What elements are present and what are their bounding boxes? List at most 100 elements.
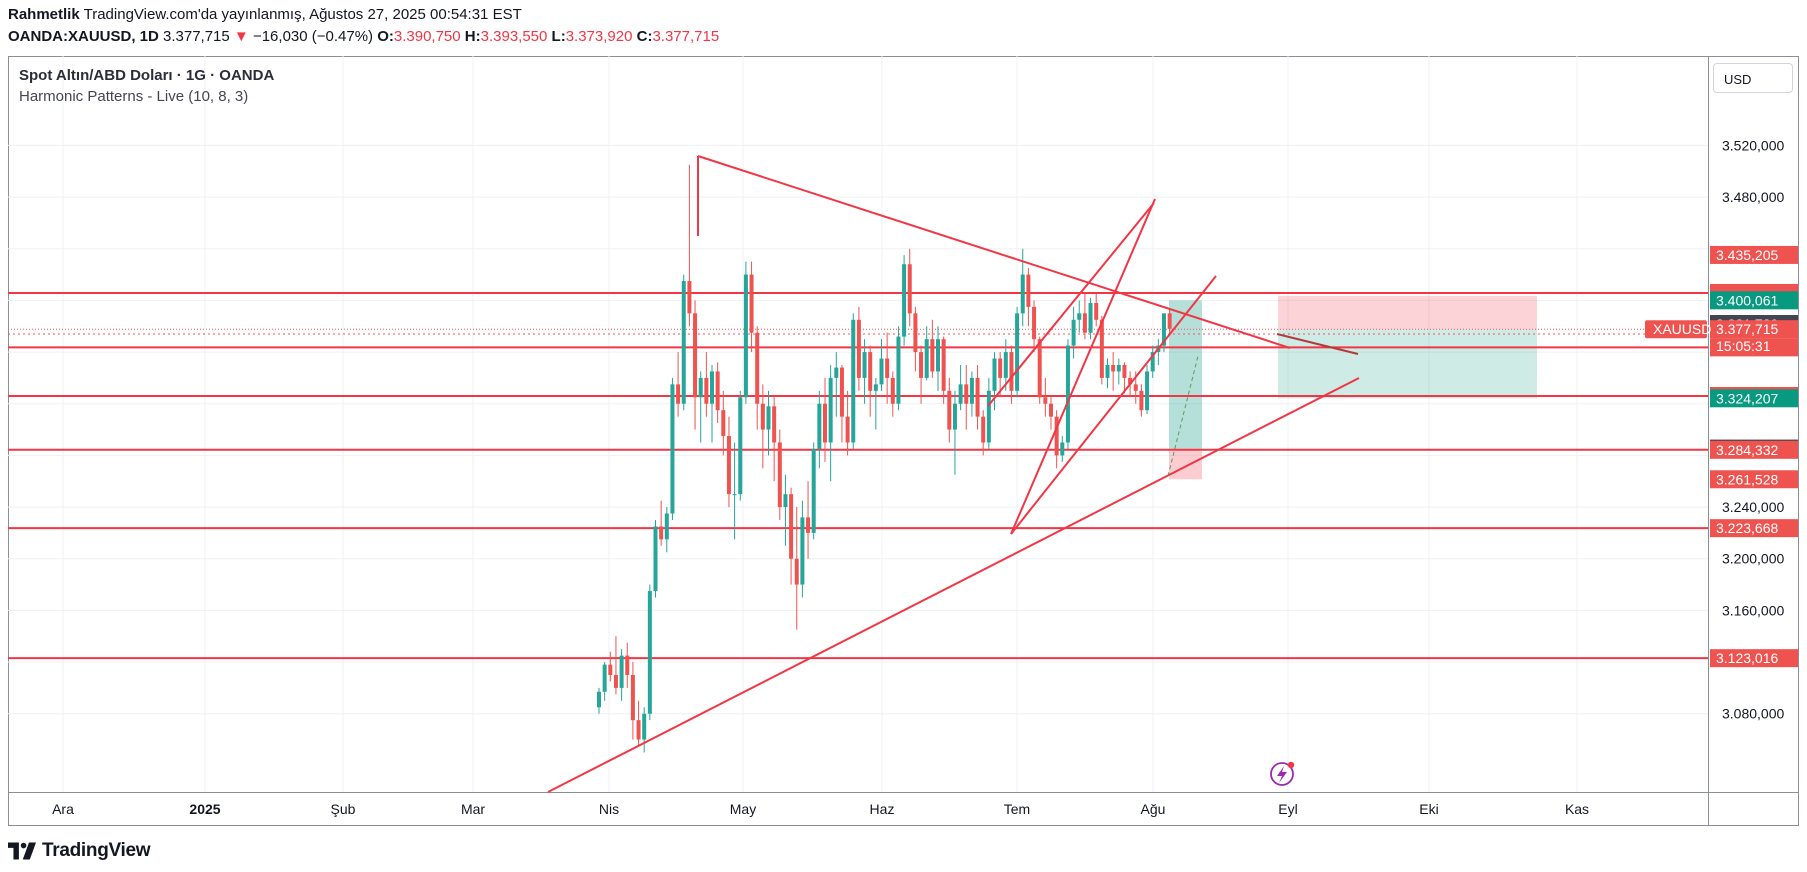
x-tick-label: Haz [870, 801, 895, 817]
candle-body [936, 339, 940, 372]
candle-body [845, 416, 850, 443]
symbol-label-bg [1645, 320, 1707, 339]
low-label: L: [551, 28, 566, 45]
symbol-quote-line: OANDA:XAUUSD, 1D 3.377,715 ▼ −16,030 (−0… [8, 28, 719, 45]
close-value: 3.377,715 [652, 28, 720, 45]
candle-body [919, 352, 924, 378]
candle-body [851, 319, 856, 443]
candle-body [817, 403, 822, 449]
x-tick-label: Tem [1004, 801, 1030, 817]
publish-text: TradingView.com'da yayınlanmış, Ağustos … [83, 6, 522, 23]
price-label-bg [1710, 389, 1798, 408]
candle-body [732, 494, 737, 496]
chart-title: Spot Altın/ABD Doları · 1G · OANDA [19, 67, 275, 84]
candle-body [738, 397, 743, 495]
candle-body [1133, 384, 1138, 391]
candle-body [710, 371, 714, 404]
chart-frame [8, 56, 1799, 826]
candle-body [952, 403, 957, 430]
candle-body [1032, 306, 1037, 340]
y-tick-label: 3.480,000 [1722, 189, 1784, 205]
x-tick-label: Nis [599, 801, 619, 817]
candle-body [828, 377, 833, 443]
y-tick-label: 3.200,000 [1722, 551, 1784, 567]
candle-body [766, 406, 771, 430]
candles [597, 164, 1172, 753]
candle-body [1043, 397, 1048, 404]
candle-body [659, 526, 664, 540]
price-label: 3.377,715 [1716, 321, 1778, 337]
candle-body [992, 358, 997, 391]
candle-body [749, 274, 754, 333]
trend-line [1010, 198, 1156, 535]
low-value: 3.373,920 [565, 28, 633, 45]
candle-body [704, 377, 709, 404]
price-label-bg [1710, 440, 1798, 459]
candle-body [1020, 274, 1025, 314]
currency-button[interactable]: USD [1713, 63, 1793, 93]
x-tick-label: May [730, 801, 756, 817]
lightning-icon [1270, 761, 1295, 786]
candle-body [687, 281, 692, 314]
candle-body [964, 384, 969, 404]
price-label: 3.123,016 [1716, 650, 1778, 666]
candle-body [986, 390, 991, 443]
price-label: 3.324,207 [1716, 390, 1778, 406]
tradingview-logo-text: TradingView [42, 840, 151, 861]
down-arrow-icon: ▼ [233, 28, 249, 45]
trend-line [697, 155, 1291, 349]
price-label-bg [1710, 245, 1798, 264]
candle-body [947, 390, 952, 430]
candle-body [1037, 339, 1042, 398]
long-stop-zone [1169, 448, 1202, 480]
x-tick-label: Şub [331, 801, 356, 817]
candle-body [681, 281, 686, 404]
candle-body [1145, 371, 1150, 411]
candle-body [721, 410, 726, 437]
price-label-bg [1710, 470, 1798, 489]
candle-body [879, 358, 884, 385]
candle-body [1003, 352, 1008, 378]
stop-loss-zone [1278, 295, 1537, 330]
candle-body [913, 313, 918, 353]
candle-body [653, 526, 658, 592]
y-tick-label: 3.080,000 [1722, 706, 1784, 722]
open-value: 3.390,750 [393, 28, 461, 45]
price-chart[interactable]: 3.435,2053.405,7693.403,5823.400,0613.38… [8, 56, 1799, 826]
indicator-title[interactable]: Harmonic Patterns - Live (10, 8, 3) [19, 88, 249, 105]
candle-body [958, 384, 963, 404]
price-label: 3.261,528 [1716, 471, 1778, 487]
candle-body [670, 384, 675, 514]
price-label-bg [1710, 291, 1798, 310]
candle-body [969, 377, 974, 404]
x-tick-label: 2025 [189, 801, 220, 817]
candle-body [613, 674, 618, 688]
tradingview-logo[interactable]: TradingView [8, 838, 151, 864]
candle-body [1082, 313, 1087, 333]
candle-body [1015, 313, 1020, 391]
y-tick-label: 3.240,000 [1722, 499, 1784, 515]
candle-body [1099, 319, 1104, 378]
candle-body [783, 494, 788, 508]
candle-body [896, 336, 901, 404]
candle-body [760, 403, 765, 430]
candle-body [1077, 313, 1082, 320]
candle-body [1167, 313, 1172, 329]
candle-body [693, 313, 698, 398]
candle-body [868, 352, 873, 391]
candle-body [1071, 319, 1076, 346]
candle-body [602, 664, 607, 692]
x-tick-label: Eki [1419, 801, 1438, 817]
open-label: O: [377, 28, 394, 45]
candle-body [676, 384, 681, 404]
tradingview-logo-icon [8, 842, 36, 860]
candle-body [630, 674, 635, 721]
candle-body [924, 339, 929, 378]
trend-line [547, 377, 1360, 793]
candle-body [1162, 313, 1166, 346]
candle-body [636, 720, 641, 740]
candle-body [664, 513, 669, 540]
y-tick-label: 3.160,000 [1722, 602, 1784, 618]
candle-body [834, 367, 839, 378]
x-tick-label: Ara [52, 801, 74, 817]
